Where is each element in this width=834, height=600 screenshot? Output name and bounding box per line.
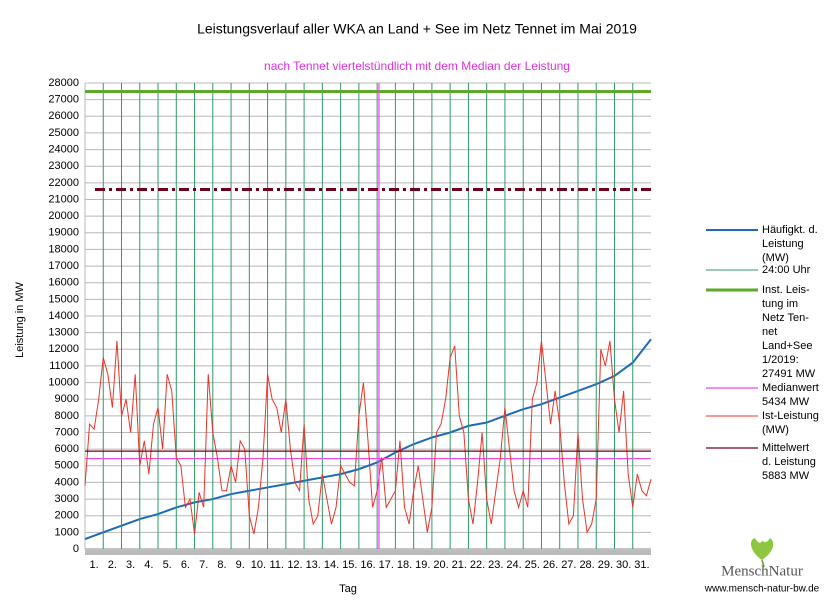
- legend-label: 24:00 Uhr: [762, 264, 811, 276]
- y-tick-label: 24000: [48, 143, 79, 155]
- y-tick-label: 9000: [55, 393, 79, 405]
- legend-label: Inst. Leis-: [762, 284, 810, 296]
- logo-text: MenschNatur: [721, 563, 803, 579]
- x-tick-label: 31.: [634, 559, 649, 571]
- y-tick-label: 15000: [48, 293, 79, 305]
- x-axis-label: Tag: [339, 583, 357, 595]
- x-tick-label: 7.: [199, 559, 208, 571]
- chart-title: Leistungsverlauf aller WKA an Land + See…: [197, 21, 637, 37]
- legend-label: (MW): [762, 252, 789, 264]
- legend-label: Land+See: [762, 340, 812, 352]
- x-tick-label: 5.: [163, 559, 172, 571]
- y-tick-label: 6000: [55, 443, 79, 455]
- y-tick-label: 18000: [48, 243, 79, 255]
- legend-label: Leistung: [762, 238, 804, 250]
- legend-label: Medianwert: [762, 382, 819, 394]
- x-tick-label: 8.: [217, 559, 226, 571]
- legend-label: Ist-Leistung: [762, 410, 819, 422]
- y-tick-label: 5000: [55, 460, 79, 472]
- y-tick-label: 19000: [48, 227, 79, 239]
- logo-icon: [750, 538, 774, 568]
- chart-subtitle: nach Tennet viertelstündlich mit dem Med…: [264, 59, 570, 73]
- x-tick-label: 25.: [525, 559, 540, 571]
- x-tick-label: 17.: [379, 559, 394, 571]
- y-tick-label: 23000: [48, 160, 79, 172]
- x-tick-label: 13.: [306, 559, 321, 571]
- legend-label: (MW): [762, 424, 789, 436]
- website: www.mensch-natur-bw.de: [704, 584, 820, 595]
- x-tick-label: 15.: [342, 559, 357, 571]
- y-tick-label: 12000: [48, 343, 79, 355]
- x-tick-label: 26.: [543, 559, 558, 571]
- y-tick-label: 16000: [48, 277, 79, 289]
- legend-label: 5434 MW: [762, 396, 810, 408]
- legend-label: net: [762, 326, 777, 338]
- y-tick-label: 0: [73, 543, 79, 555]
- y-tick-label: 11000: [49, 360, 79, 372]
- x-tick-label: 16.: [360, 559, 375, 571]
- x-tick-label: 1.: [90, 559, 99, 571]
- legend-label: 5883 MW: [762, 470, 810, 482]
- y-tick-label: 4000: [55, 476, 79, 488]
- y-tick-label: 3000: [55, 493, 79, 505]
- x-tick-label: 24.: [506, 559, 521, 571]
- x-tick-label: 19.: [415, 559, 430, 571]
- x-tick-label: 20.: [433, 559, 448, 571]
- legend-label: d. Leistung: [762, 456, 816, 468]
- x-tick-label: 23.: [488, 559, 503, 571]
- y-tick-label: 13000: [48, 327, 79, 339]
- y-tick-label: 21000: [48, 193, 79, 205]
- y-axis-label: Leistung in MW: [14, 281, 26, 357]
- x-tick-label: 30.: [616, 559, 631, 571]
- legend-label: Netz Ten-: [762, 312, 809, 324]
- y-tick-label: 7000: [55, 426, 79, 438]
- series-line: [84, 340, 652, 535]
- y-tick-label: 22000: [48, 177, 79, 189]
- y-tick-label: 20000: [48, 210, 79, 222]
- x-tick-label: 9.: [236, 559, 245, 571]
- x-tick-label: 27.: [561, 559, 576, 571]
- x-tick-label: 21.: [452, 559, 467, 571]
- legend-label: 1/2019:: [762, 354, 799, 366]
- x-tick-label: 11.: [269, 559, 283, 571]
- y-tick-label: 10000: [48, 376, 79, 388]
- y-tick-label: 1000: [55, 526, 79, 538]
- x-tick-label: 22.: [470, 559, 485, 571]
- x-tick-label: 2.: [108, 559, 117, 571]
- x-axis-band: [85, 550, 651, 555]
- x-tick-label: 4.: [144, 559, 153, 571]
- legend-label: Mittelwert: [762, 442, 809, 454]
- x-tick-label: 3.: [126, 559, 135, 571]
- x-tick-label: 6.: [181, 559, 190, 571]
- legend-label: Häufigkt. d.: [762, 224, 818, 236]
- y-tick-label: 14000: [48, 310, 79, 322]
- y-tick-label: 26000: [48, 110, 79, 122]
- x-tick-label: 14.: [324, 559, 339, 571]
- y-tick-label: 2000: [55, 510, 79, 522]
- x-tick-label: 10.: [251, 559, 266, 571]
- y-tick-label: 27000: [48, 94, 79, 106]
- x-tick-label: 29.: [598, 559, 613, 571]
- legend-label: 27491 MW: [762, 368, 816, 380]
- legend-label: tung im: [762, 298, 798, 310]
- y-tick-label: 25000: [48, 127, 79, 139]
- x-tick-label: 28.: [579, 559, 594, 571]
- x-tick-label: 12.: [287, 559, 302, 571]
- y-tick-label: 8000: [55, 410, 79, 422]
- y-tick-label: 28000: [48, 77, 79, 89]
- x-tick-label: 18.: [397, 559, 412, 571]
- y-tick-label: 17000: [48, 260, 79, 272]
